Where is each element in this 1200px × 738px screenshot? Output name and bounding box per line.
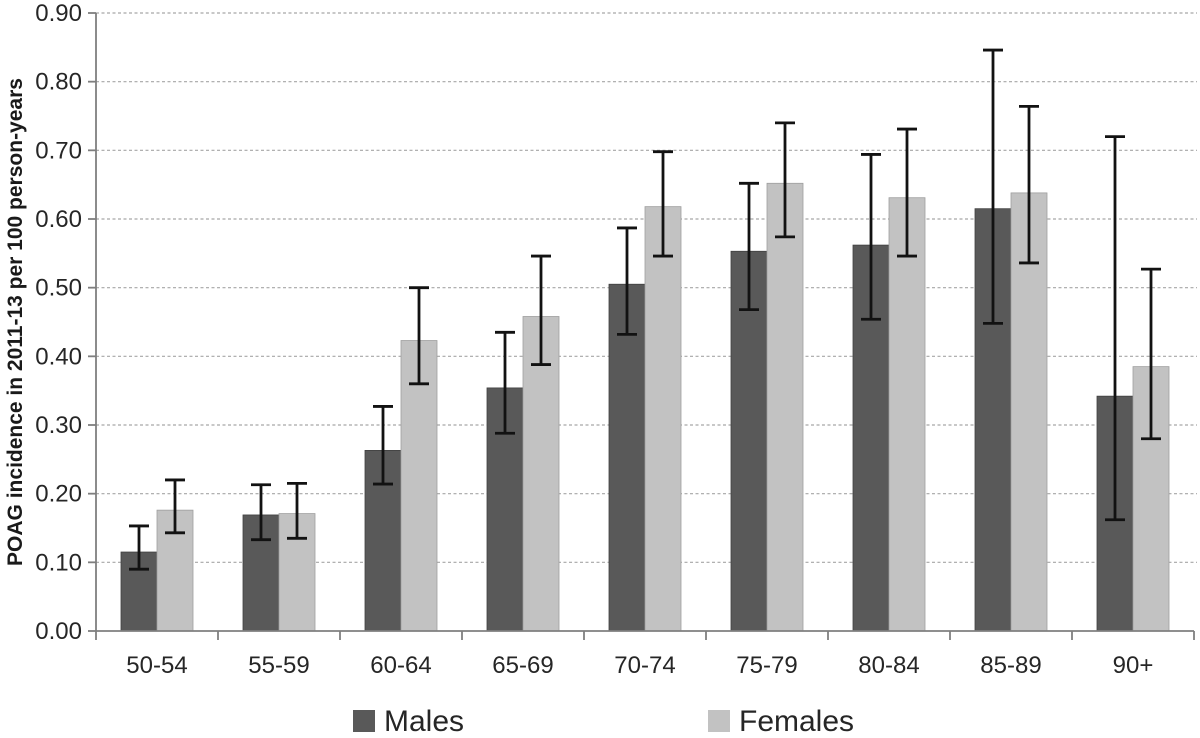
error-bar-males-60-64 <box>373 405 393 486</box>
y-tick-label: 0.80 <box>35 69 82 96</box>
error-bar-females-85-89 <box>1019 104 1039 265</box>
bars-layer <box>120 182 1170 632</box>
x-tick-labels-layer: 50-54 55-59 60-64 65-69 70-74 75-79 80-84 85-89… <box>126 652 1153 679</box>
y-tick-label: 0.40 <box>35 343 82 370</box>
error-bar-females-80-84 <box>897 127 917 258</box>
error-bar-males-65-69 <box>495 330 515 435</box>
bar-males-70-74 <box>608 283 646 632</box>
legend-label-males: Males <box>384 705 464 738</box>
error-bar-females-60-64 <box>409 286 429 386</box>
error-bar-males-80-84 <box>861 153 881 321</box>
error-bars-layer <box>129 48 1161 571</box>
y-tick-label: 0.00 <box>35 618 82 645</box>
x-tick-label: 75-79 <box>736 652 797 679</box>
error-bar-females-55-59 <box>287 481 307 540</box>
bar-females-75-79 <box>766 182 804 632</box>
error-bar-females-50-54 <box>165 478 185 535</box>
y-axis-title: POAG incidence in 2011-13 per 100 person… <box>4 78 27 566</box>
x-tick-label: 60-64 <box>370 652 431 679</box>
y-tick-labels-layer: 0.00 0.10 0.20 0.30 0.40 0.50 0.60 0.70 0.80 0.90 <box>35 0 82 645</box>
axes-layer <box>88 12 1195 640</box>
x-tick-label: 80-84 <box>858 652 919 679</box>
error-bar-females-75-79 <box>775 121 795 239</box>
legend: Males Females <box>353 705 854 738</box>
bar-females-60-64 <box>400 340 438 632</box>
error-bar-males-75-79 <box>739 181 759 312</box>
x-tick-label: 70-74 <box>614 652 675 679</box>
y-tick-label: 0.20 <box>35 481 82 508</box>
legend-swatch-males <box>353 710 375 732</box>
x-tick-label: 65-69 <box>492 652 553 679</box>
legend-swatch-females <box>708 710 730 732</box>
bar-females-65-69 <box>522 316 560 632</box>
y-tick-label: 0.70 <box>35 137 82 164</box>
x-tick-label: 85-89 <box>980 652 1041 679</box>
y-tick-label: 0.50 <box>35 275 82 302</box>
y-tick-label: 0.10 <box>35 549 82 576</box>
y-tick-label: 0.90 <box>35 0 82 27</box>
error-bar-females-65-69 <box>531 254 551 366</box>
error-bar-males-90+ <box>1105 135 1125 522</box>
legend-label-females: Females <box>739 705 854 738</box>
error-bar-males-70-74 <box>617 226 637 336</box>
x-tick-label: 90+ <box>1113 652 1154 679</box>
y-tick-label: 0.30 <box>35 412 82 439</box>
error-bar-males-50-54 <box>129 524 149 571</box>
error-bar-males-55-59 <box>251 483 271 542</box>
error-bar-males-85-89 <box>983 48 1003 325</box>
error-bar-females-70-74 <box>653 150 673 258</box>
bar-females-80-84 <box>888 197 926 632</box>
x-tick-label: 50-54 <box>126 652 187 679</box>
error-bar-females-90+ <box>1141 267 1161 441</box>
bar-females-85-89 <box>1010 192 1048 632</box>
x-tick-label: 55-59 <box>248 652 309 679</box>
y-tick-label: 0.60 <box>35 206 82 233</box>
bar-females-70-74 <box>644 206 682 632</box>
